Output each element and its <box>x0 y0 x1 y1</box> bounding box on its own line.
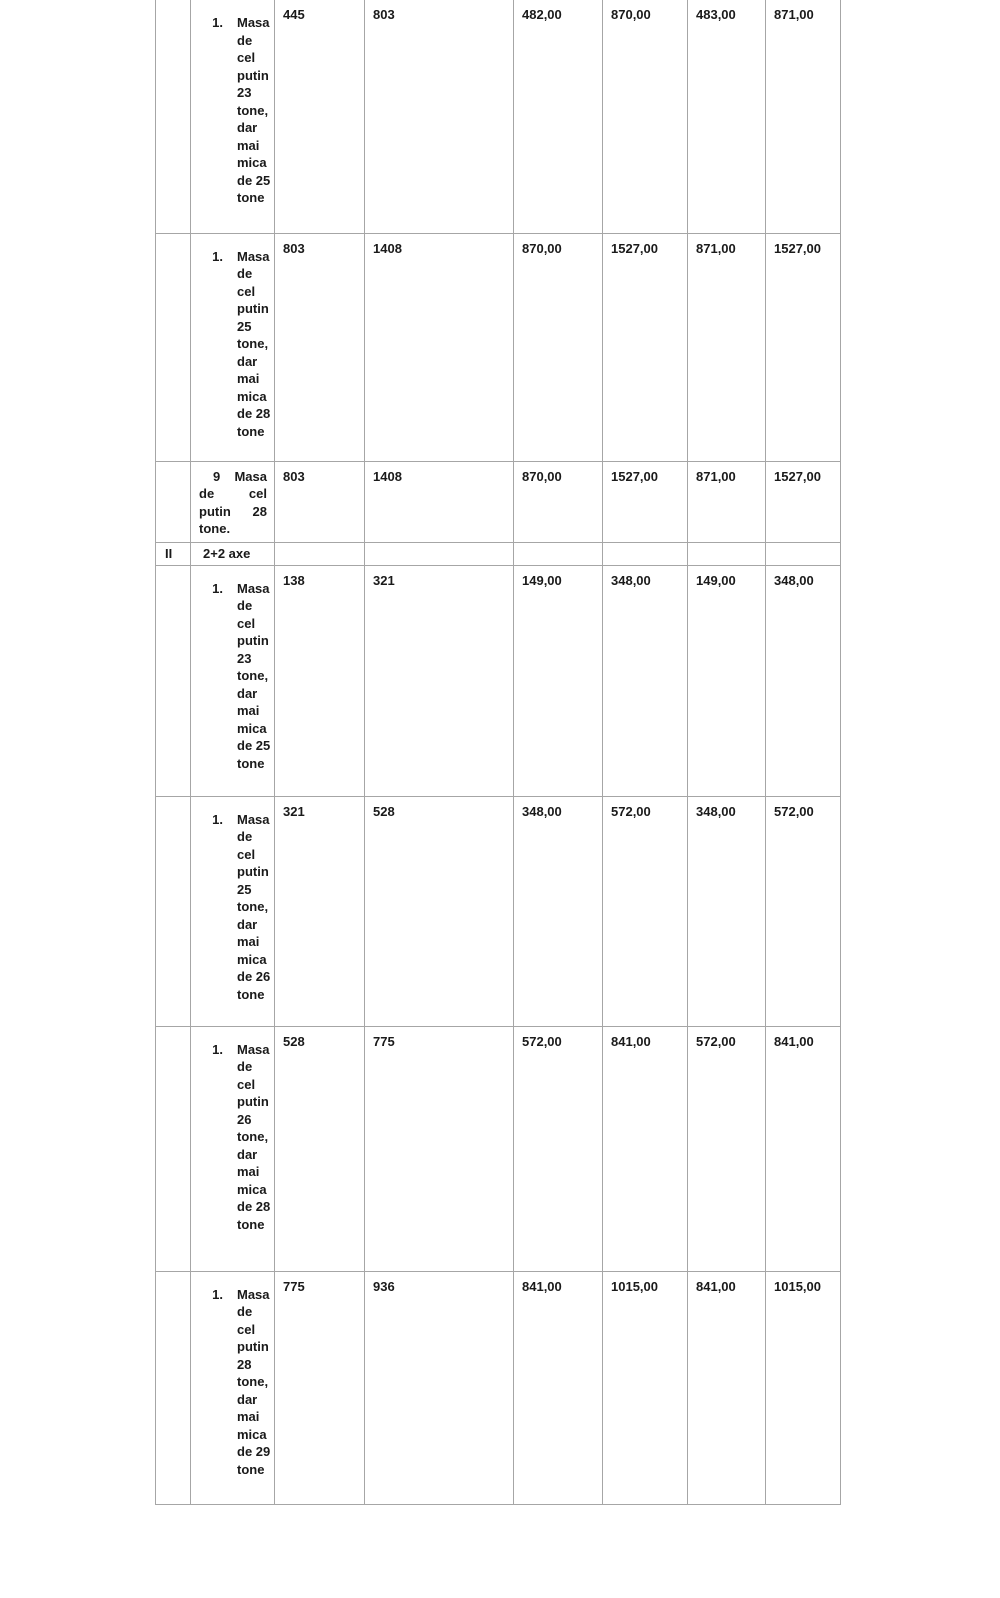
value-cell: 870,00 <box>513 460 603 543</box>
list-marker: 1. <box>212 811 223 827</box>
table-row: 1. Masa de cel putin 26 tone, dar mai mic… <box>155 1025 841 1272</box>
value-cell: 528 <box>364 795 514 1027</box>
value-cell: 1527,00 <box>602 232 688 462</box>
description-cell: 1. Masa de cel putin 26 tone, dar mai mic… <box>190 1025 275 1272</box>
description-text: Masa de cel putin 23 tone, dar mai mica … <box>237 580 271 771</box>
value-cell <box>765 541 841 566</box>
list-marker: 1. <box>212 1041 223 1057</box>
value-cell: 149,00 <box>687 564 766 797</box>
numbered-list-item: 1. Masa de cel putin 25 tone, dar mai mic… <box>192 234 274 444</box>
description-text: Masa de cel putin 25 tone, dar mai mica … <box>237 811 271 1002</box>
group-cell <box>155 1270 191 1505</box>
description-cell: 1. Masa de cel putin 25 tone, dar mai mic… <box>190 232 275 462</box>
description-cell: 1. Masa de cel putin 28 tone, dar mai mic… <box>190 1270 275 1505</box>
value-cell: 936 <box>364 1270 514 1505</box>
value-cell: 871,00 <box>687 232 766 462</box>
value-cell: 348,00 <box>765 564 841 797</box>
value-cell: 1015,00 <box>602 1270 688 1505</box>
value-cell: 775 <box>364 1025 514 1272</box>
list-marker: 1. <box>212 15 223 30</box>
value-cell <box>513 541 603 566</box>
value-cell: 1015,00 <box>765 1270 841 1505</box>
numbered-list-item: 1. Masa de cel putin 25 tone, dar mai mic… <box>192 797 274 1007</box>
value-cell: 1527,00 <box>602 460 688 543</box>
value-cell: 1527,00 <box>765 460 841 543</box>
value-cell: 138 <box>274 564 365 797</box>
value-cell <box>602 541 688 566</box>
value-cell: 348,00 <box>602 564 688 797</box>
value-cell: 841,00 <box>687 1270 766 1505</box>
table-row: 1. Masa de cel putin 25 tone, dar mai mic… <box>155 232 841 462</box>
group-cell: II <box>155 541 191 566</box>
value-cell: 572,00 <box>687 1025 766 1272</box>
value-cell: 803 <box>274 232 365 462</box>
value-cell: 870,00 <box>602 0 688 234</box>
tariff-table: 1. Masa de cel putin 23 tone, dar mai mic… <box>155 0 841 1505</box>
description-text: 9 Masa de cel putin 28 tone. <box>199 468 267 537</box>
value-cell: 803 <box>364 0 514 234</box>
description-cell: 9 Masa de cel putin 28 tone. <box>190 460 275 543</box>
value-cell: 775 <box>274 1270 365 1505</box>
value-cell: 870,00 <box>513 232 603 462</box>
numbered-list-item: 1. Masa de cel putin 23 tone, dar mai mic… <box>192 566 274 776</box>
value-cell: 482,00 <box>513 0 603 234</box>
value-cell: 528 <box>274 1025 365 1272</box>
value-cell: 348,00 <box>687 795 766 1027</box>
group-cell <box>155 460 191 543</box>
value-cell: 841,00 <box>765 1025 841 1272</box>
description-cell: 1. Masa de cel putin 23 tone, dar mai mic… <box>190 0 275 234</box>
value-cell: 483,00 <box>687 0 766 234</box>
table-row: 9 Masa de cel putin 28 tone. 803 1408 870,0… <box>155 460 841 543</box>
description-cell: 1. Masa de cel putin 23 tone, dar mai mic… <box>190 564 275 797</box>
description-cell: 1. Masa de cel putin 25 tone, dar mai mic… <box>190 795 275 1027</box>
value-cell: 871,00 <box>765 0 841 234</box>
table-row: 1. Masa de cel putin 28 tone, dar mai mic… <box>155 1270 841 1505</box>
numbered-list-item: 1. Masa de cel putin 23 tone, dar mai mic… <box>192 0 274 211</box>
description-text: Masa de cel putin 28 tone, dar mai mica … <box>237 1286 271 1477</box>
value-cell: 348,00 <box>513 795 603 1027</box>
value-cell: 1527,00 <box>765 232 841 462</box>
value-cell: 841,00 <box>513 1270 603 1505</box>
list-marker: 1. <box>212 580 223 596</box>
group-cell <box>155 564 191 797</box>
value-cell: 572,00 <box>602 795 688 1027</box>
table-row: 1. Masa de cel putin 23 tone, dar mai mic… <box>155 564 841 797</box>
table-row: 1. Masa de cel putin 25 tone, dar mai mic… <box>155 795 841 1027</box>
group-cell <box>155 232 191 462</box>
value-cell: 1408 <box>364 232 514 462</box>
value-cell: 149,00 <box>513 564 603 797</box>
list-marker: 1. <box>212 248 223 264</box>
description-text: Masa de cel putin 26 tone, dar mai mica … <box>237 1041 271 1232</box>
group-cell <box>155 795 191 1027</box>
value-cell <box>687 541 766 566</box>
group-cell <box>155 0 191 234</box>
description-text: 2+2 axe <box>203 545 251 561</box>
numbered-list-item: 1. Masa de cel putin 28 tone, dar mai mic… <box>192 1272 274 1482</box>
value-cell: 572,00 <box>513 1025 603 1272</box>
group-cell <box>155 1025 191 1272</box>
value-cell: 445 <box>274 0 365 234</box>
value-cell: 321 <box>364 564 514 797</box>
value-cell: 1408 <box>364 460 514 543</box>
description-cell: 2+2 axe <box>190 541 275 566</box>
value-cell <box>364 541 514 566</box>
value-cell: 871,00 <box>687 460 766 543</box>
value-cell: 803 <box>274 460 365 543</box>
table-row: II 2+2 axe <box>155 541 841 566</box>
numbered-list-item: 1. Masa de cel putin 26 tone, dar mai mic… <box>192 1027 274 1237</box>
value-cell: 841,00 <box>602 1025 688 1272</box>
description-text: Masa de cel putin 25 tone, dar mai mica … <box>237 248 271 439</box>
table-row: 1. Masa de cel putin 23 tone, dar mai mic… <box>155 0 841 234</box>
list-marker: 1. <box>212 1286 223 1302</box>
value-cell: 321 <box>274 795 365 1027</box>
description-text: Masa de cel putin 23 tone, dar mai mica … <box>237 15 271 205</box>
value-cell <box>274 541 365 566</box>
table-body: 1. Masa de cel putin 23 tone, dar mai mic… <box>155 0 841 1505</box>
value-cell: 572,00 <box>765 795 841 1027</box>
